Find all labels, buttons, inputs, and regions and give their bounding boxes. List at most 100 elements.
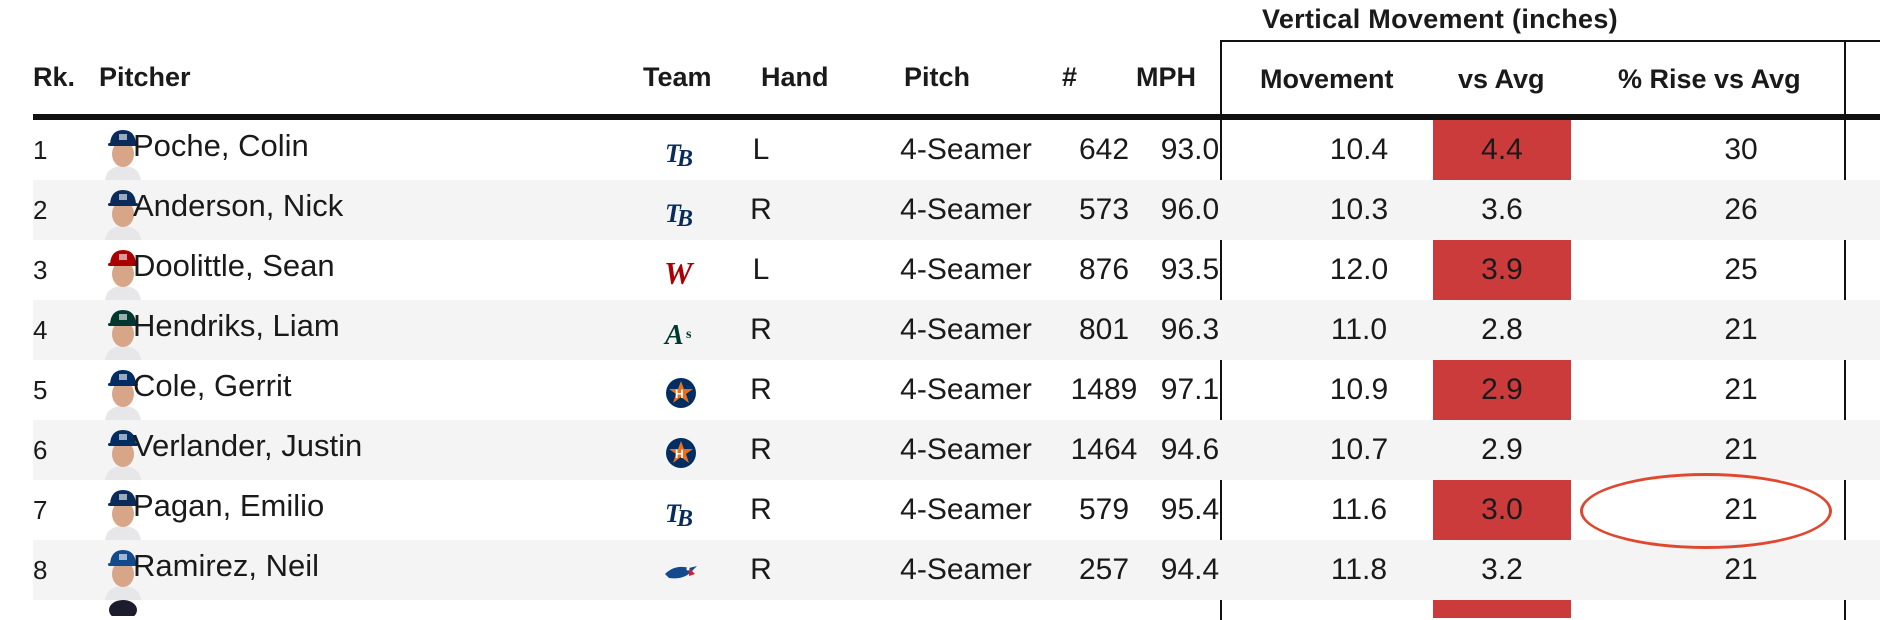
cell-pitch: 4-Seamer xyxy=(900,493,1032,526)
bluejays-logo-icon xyxy=(663,554,699,590)
cell-rise-vs-avg: 21 xyxy=(1724,553,1758,586)
cell-pitcher-name[interactable]: Cole, Gerrit xyxy=(133,368,292,403)
header-vs-avg[interactable]: vs Avg xyxy=(1458,64,1545,94)
cell-rank: 6 xyxy=(33,435,48,465)
cell-vs-avg: 4.4 xyxy=(1481,133,1523,166)
cell-mph: 96.0 xyxy=(1160,193,1220,226)
cell-pitcher-name[interactable]: Verlander, Justin xyxy=(133,428,363,463)
cell-pitcher-name[interactable]: Pagan, Emilio xyxy=(133,488,325,523)
cell-pitcher-name[interactable]: Doolittle, Sean xyxy=(133,248,335,283)
cell-rank: 1 xyxy=(33,135,48,165)
cell-mph: 94.6 xyxy=(1160,433,1220,466)
cell-vs-avg: 3.9 xyxy=(1481,253,1523,286)
cell-pitch: 4-Seamer xyxy=(900,433,1032,466)
cell-vs-avg: 2.9 xyxy=(1481,373,1523,406)
cell-mph: 96.3 xyxy=(1160,313,1220,346)
cell-movement: 11.6 xyxy=(1330,493,1388,526)
astros-logo-icon: H xyxy=(663,374,699,410)
svg-text:W: W xyxy=(664,255,695,290)
cell-movement: 10.3 xyxy=(1329,193,1389,226)
cell-count: 1489 xyxy=(1070,373,1138,406)
cell-rank: 5 xyxy=(33,375,48,405)
cell-mph: 95.4 xyxy=(1160,493,1220,526)
cell-vs-avg: 3.0 xyxy=(1481,493,1523,526)
cell-hand: R xyxy=(750,313,772,346)
cell-movement: 10.7 xyxy=(1329,433,1389,466)
cell-pitch: 4-Seamer xyxy=(900,253,1032,286)
table-row[interactable]: W 3 Doolittle, Sean L 4-Seamer 876 93.5 12.0 3.9… xyxy=(33,240,1880,300)
partially-visible-row xyxy=(33,600,1880,616)
cell-hand: R xyxy=(750,493,772,526)
cell-rise-vs-avg: 30 xyxy=(1724,133,1758,166)
cell-hand: R xyxy=(750,373,772,406)
svg-text:A: A xyxy=(663,320,684,350)
cell-mph: 93.0 xyxy=(1160,133,1220,166)
header-mph[interactable]: MPH xyxy=(1136,62,1196,92)
cell-pitch: 4-Seamer xyxy=(900,373,1032,406)
header-pitch[interactable]: Pitch xyxy=(904,62,971,92)
svg-text:B: B xyxy=(676,506,693,530)
header-movement[interactable]: Movement xyxy=(1260,64,1394,94)
header-team[interactable]: Team xyxy=(643,62,712,92)
cell-rise-vs-avg: 21 xyxy=(1724,433,1758,466)
cell-movement: 11.0 xyxy=(1330,313,1388,346)
avatar-icon xyxy=(109,600,137,616)
annotation-circle xyxy=(1580,473,1832,549)
svg-text:T: T xyxy=(665,199,682,228)
cell-hand: L xyxy=(752,253,770,286)
table-row[interactable]: H 6 Verlander, Justin R 4-Seamer 1464 94.6 10.7… xyxy=(33,420,1880,480)
cell-rank: 7 xyxy=(33,495,48,525)
svg-text:B: B xyxy=(676,146,693,170)
cell-rank: 8 xyxy=(33,555,48,585)
group-header-vertical-movement: Vertical Movement (inches) xyxy=(1262,4,1618,34)
cell-vs-avg: 3.6 xyxy=(1481,193,1523,226)
cell-hand: R xyxy=(750,193,772,226)
player-avatar-icon xyxy=(103,546,143,600)
cell-pitch: 4-Seamer xyxy=(900,553,1032,586)
cell-pitcher-name[interactable]: Ramirez, Neil xyxy=(133,548,320,583)
header-divider xyxy=(33,114,1880,120)
header-rank[interactable]: Rk. xyxy=(33,62,76,92)
svg-text:H: H xyxy=(675,387,684,401)
cell-mph: 94.4 xyxy=(1160,553,1220,586)
cell-movement: 10.9 xyxy=(1329,373,1389,406)
cell-movement: 10.4 xyxy=(1329,133,1389,166)
svg-text:s: s xyxy=(686,327,692,342)
cell-count: 876 xyxy=(1078,253,1130,286)
header-rise-vs-avg[interactable]: % Rise vs Avg xyxy=(1618,64,1801,94)
cell-pitcher-name[interactable]: Hendriks, Liam xyxy=(133,308,340,343)
table-row[interactable]: 8 Ramirez, Neil R 4-Seamer 257 94.4 11.8 3.2 21 xyxy=(33,540,1880,600)
cell-vs-avg: 2.9 xyxy=(1481,433,1523,466)
header-hand[interactable]: Hand xyxy=(761,62,829,92)
header-pitcher[interactable]: Pitcher xyxy=(99,62,191,92)
cell-count: 801 xyxy=(1078,313,1130,346)
cell-pitcher-name[interactable]: Poche, Colin xyxy=(133,128,309,163)
cell-rise-vs-avg: 21 xyxy=(1724,313,1758,346)
cell-rank: 4 xyxy=(33,315,48,345)
player-avatar-icon xyxy=(103,186,143,240)
player-avatar-icon xyxy=(103,426,143,480)
player-avatar-icon xyxy=(103,306,143,360)
cell-movement: 12.0 xyxy=(1329,253,1389,286)
table-row[interactable]: T B 1 Poche, Colin L 4-Seamer 642 93.0 10.4 4.4 30 xyxy=(33,120,1880,180)
cell-count: 573 xyxy=(1078,193,1130,226)
player-avatar-icon xyxy=(103,366,143,420)
astros-logo-icon: H xyxy=(663,434,699,470)
cell-count: 1464 xyxy=(1070,433,1138,466)
player-avatar-icon xyxy=(103,486,143,540)
table-row[interactable]: H 5 Cole, Gerrit R 4-Seamer 1489 97.1 10.9 2.9 21 xyxy=(33,360,1880,420)
cell-rise-vs-avg: 21 xyxy=(1724,373,1758,406)
cell-mph: 97.1 xyxy=(1160,373,1220,406)
table-row[interactable]: T B 2 Anderson, Nick R 4-Seamer 573 96.0 10.3 3.6… xyxy=(33,180,1880,240)
cell-mph: 93.5 xyxy=(1160,253,1220,286)
cell-pitch: 4-Seamer xyxy=(900,133,1032,166)
header-count[interactable]: # xyxy=(1062,62,1078,92)
cell-pitcher-name[interactable]: Anderson, Nick xyxy=(133,188,344,223)
svg-text:T: T xyxy=(665,139,682,168)
cell-movement: 11.8 xyxy=(1330,553,1388,586)
